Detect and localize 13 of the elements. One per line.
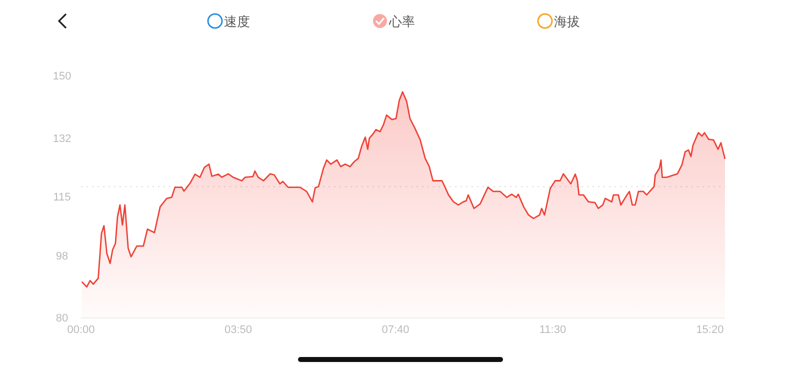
x-tick-label: 11:30 <box>539 324 566 336</box>
legend-label: 速度 <box>224 14 250 30</box>
y-tick-label: 98 <box>56 250 68 262</box>
legend-label: 海拔 <box>554 15 580 30</box>
y-tick-label: 80 <box>56 312 68 325</box>
x-tick-label: 03:50 <box>224 324 252 336</box>
legend-label: 心率 <box>388 14 415 30</box>
x-tick-label: 00:00 <box>67 324 95 336</box>
y-tick-label: 150 <box>52 70 72 83</box>
x-tick-label: 07:40 <box>382 324 410 336</box>
y-tick-label: 132 <box>52 132 72 145</box>
y-tick-label: 115 <box>53 192 71 204</box>
x-tick-label: 15:20 <box>696 324 724 336</box>
